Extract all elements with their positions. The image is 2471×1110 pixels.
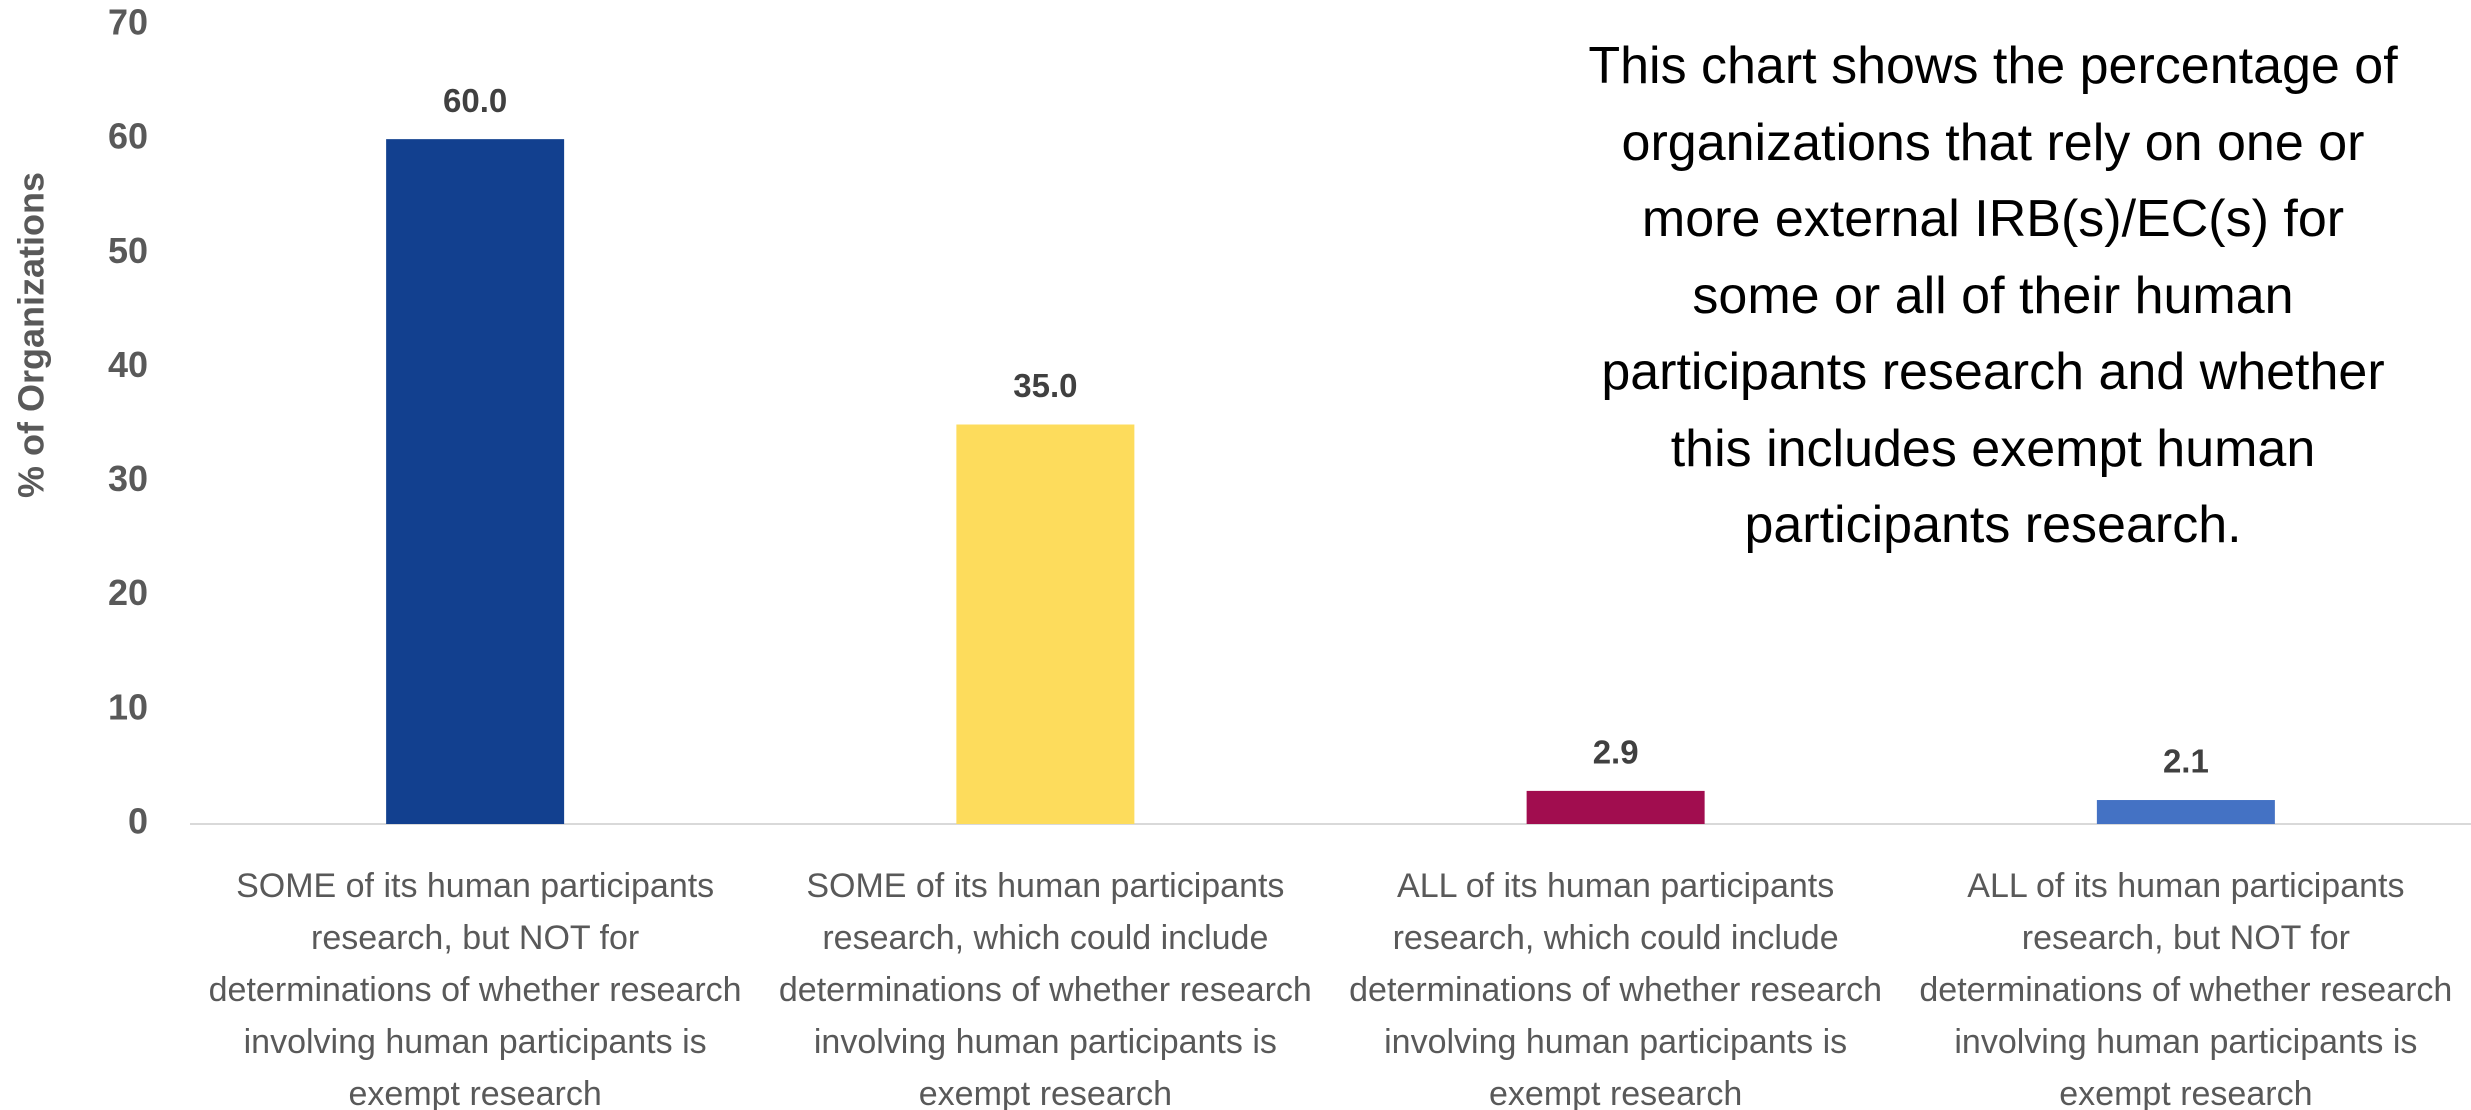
- x-tick-label: ALL of its human participants research, …: [1349, 867, 1883, 1110]
- y-tick-label: 40: [108, 344, 148, 385]
- data-label: 2.1: [2163, 743, 2209, 780]
- data-label: 2.9: [1593, 734, 1639, 771]
- y-tick-label: 60: [108, 116, 148, 157]
- bar: [1526, 790, 1705, 824]
- y-tick-label: 30: [108, 458, 148, 499]
- data-label: 60.0: [443, 82, 507, 119]
- x-tick-label: SOME of its human participants research,…: [778, 867, 1312, 1110]
- x-tick-label: SOME of its human participants research,…: [208, 867, 742, 1110]
- bar: [956, 424, 1135, 824]
- y-tick-label: 70: [108, 2, 148, 43]
- y-tick-label: 0: [128, 801, 148, 842]
- y-axis-title: % of Organizations: [11, 172, 52, 498]
- x-tick-label: ALL of its human participants research, …: [1919, 867, 2453, 1110]
- bar: [386, 139, 565, 825]
- annotation: This chart shows the percentage of organ…: [1588, 37, 2398, 554]
- y-tick-label: 20: [108, 572, 148, 613]
- bar: [2096, 800, 2275, 824]
- y-tick-label: 10: [108, 686, 148, 727]
- y-tick-label: 50: [108, 230, 148, 271]
- data-label: 35.0: [1013, 367, 1077, 404]
